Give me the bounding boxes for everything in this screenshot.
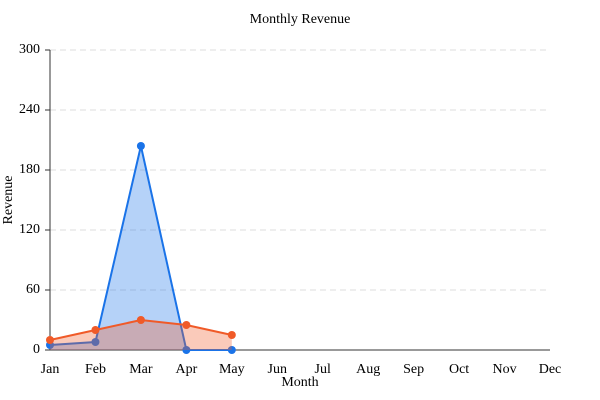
chart-title: Monthly Revenue — [250, 12, 351, 27]
x-tick-label: May — [219, 362, 245, 377]
x-tick-label: Sep — [403, 362, 424, 377]
area-fill — [50, 146, 232, 350]
data-point — [182, 346, 191, 354]
x-tick-label: Jul — [315, 362, 331, 377]
x-tick-label: Nov — [492, 362, 516, 377]
y-tick-label: 180 — [19, 162, 40, 177]
x-axis-label: Month — [281, 375, 318, 390]
y-axis-label: Revenue — [1, 176, 16, 225]
data-point — [91, 338, 100, 346]
data-point — [227, 346, 236, 354]
data-point — [91, 326, 100, 334]
x-tick-label: Mar — [129, 362, 153, 377]
data-point — [46, 336, 54, 344]
y-tick-label: 240 — [19, 102, 40, 117]
x-tick-label: Dec — [539, 362, 562, 377]
x-tick-label: Aug — [356, 362, 380, 377]
x-tick-label: Oct — [449, 362, 469, 377]
x-tick-label: Jun — [268, 362, 287, 377]
data-point — [136, 316, 145, 324]
y-tick-label: 300 — [19, 42, 40, 57]
data-point — [227, 331, 236, 339]
data-point — [136, 142, 145, 150]
y-tick-label: 60 — [26, 282, 40, 297]
x-tick-label: Apr — [175, 362, 197, 377]
x-tick-label: Feb — [85, 362, 106, 377]
y-tick-label: 120 — [19, 222, 40, 237]
data-point — [182, 321, 191, 329]
y-tick-label: 0 — [33, 342, 40, 357]
x-tick-label: Jan — [41, 362, 60, 377]
